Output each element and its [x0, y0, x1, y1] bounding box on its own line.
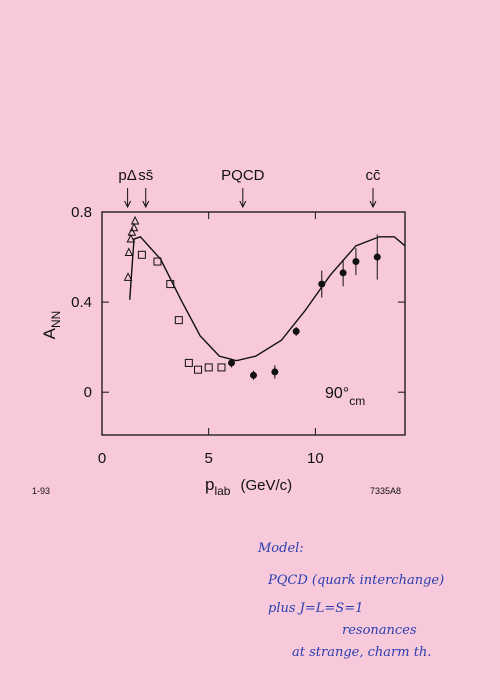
circle-point [373, 253, 381, 261]
triangle-point [127, 227, 137, 236]
model-curve [129, 235, 406, 362]
circle-point [352, 258, 360, 266]
square-point [137, 250, 146, 259]
triangle-point [126, 233, 136, 243]
x-tick-label: 5 [205, 450, 213, 467]
square-point [194, 365, 203, 374]
circle-point [318, 280, 326, 288]
y-axis-label: ANN [40, 311, 63, 340]
note-line: Model: [257, 541, 304, 556]
plot-frame [101, 211, 406, 436]
annotation-label: pΔ [118, 167, 136, 184]
square-point [217, 363, 226, 372]
square-point [174, 316, 183, 325]
circle-point [271, 368, 279, 376]
triangle-point [129, 222, 139, 232]
triangle-point [124, 247, 134, 257]
square-point [153, 257, 162, 266]
square-point [184, 358, 193, 367]
angle-label: 90°cm [325, 385, 365, 408]
y-tick-label: 0.4 [71, 294, 92, 311]
note-line: plus J=L=S=1 [268, 601, 363, 616]
circle-point [228, 359, 236, 367]
x-tick-label: 0 [98, 450, 106, 467]
triangle-point [123, 272, 133, 281]
annotation-label: ss̄ [138, 167, 153, 184]
circle-point [292, 327, 300, 335]
note-line: resonances [342, 623, 417, 638]
annotation-label: PQCD [221, 167, 265, 184]
x-tick-label: 10 [307, 450, 324, 467]
y-tick-label: 0 [84, 384, 92, 401]
note-line: at strange, charm th. [292, 645, 431, 660]
circle-point [250, 371, 257, 379]
annotation-label: cc̄ [365, 167, 381, 184]
annotation-arrowhead [142, 200, 150, 209]
footer-date: 1-93 [32, 486, 50, 496]
note-line: PQCD (quark interchange) [267, 573, 444, 588]
triangle-point [130, 215, 140, 225]
annotation-arrowhead [369, 200, 377, 209]
x-axis-label: plab (GeV/c) [205, 475, 292, 498]
annotation-arrowhead [239, 200, 247, 209]
y-tick-label: 0.8 [71, 204, 92, 221]
square-point [204, 363, 213, 372]
footer-code: 7335A8 [370, 486, 401, 496]
annotation-arrowhead [124, 200, 132, 209]
circle-point [339, 269, 347, 277]
